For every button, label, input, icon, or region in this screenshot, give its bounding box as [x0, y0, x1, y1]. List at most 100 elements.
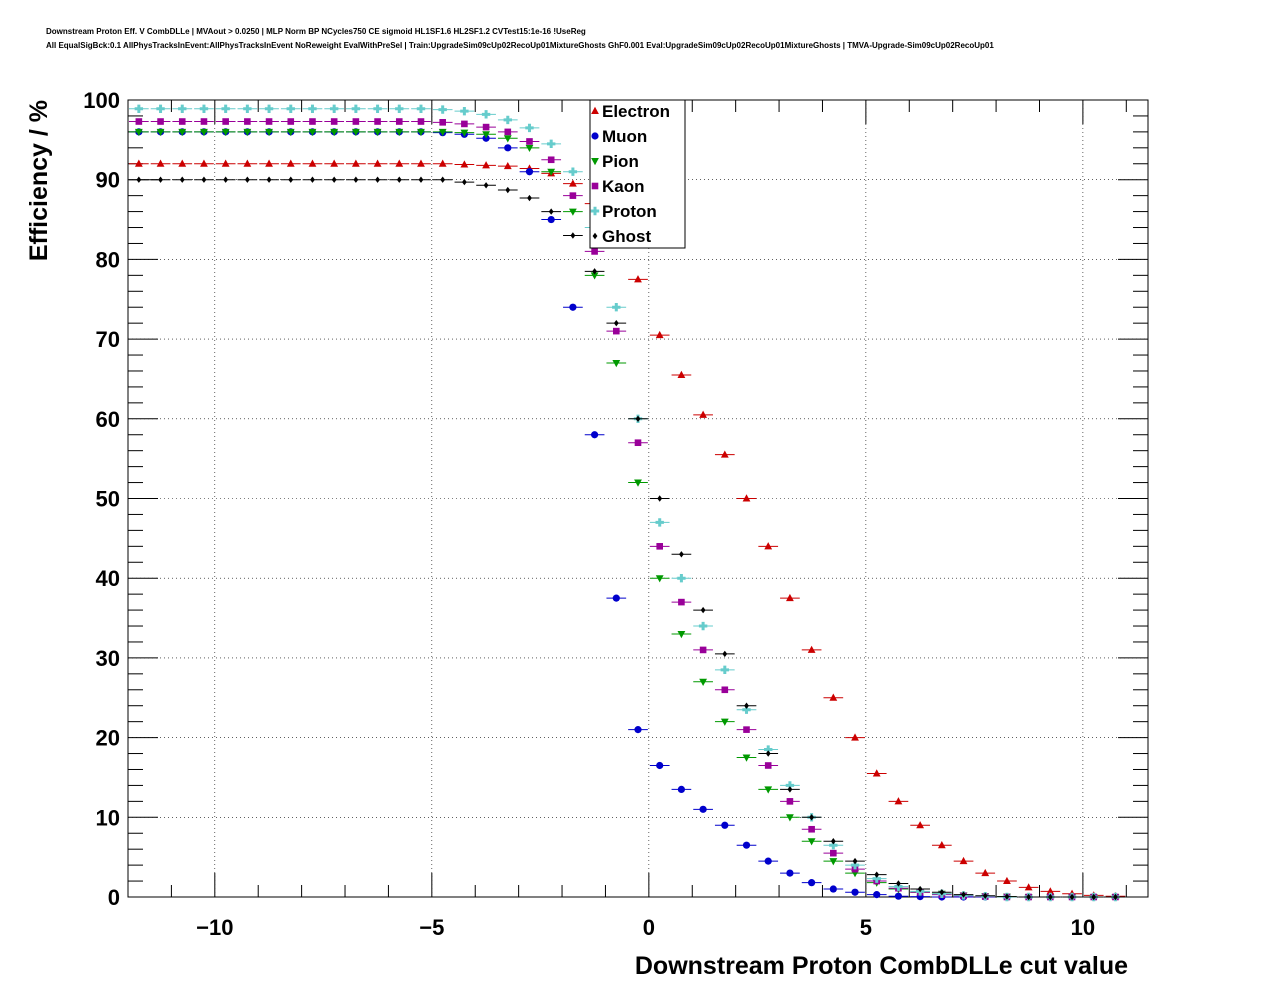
data-point — [525, 123, 534, 133]
data-point — [266, 176, 272, 183]
data-point — [504, 144, 512, 152]
data-point — [568, 208, 577, 216]
x-tick-label: 5 — [860, 915, 872, 940]
data-point — [179, 176, 185, 183]
data-point — [655, 518, 664, 527]
data-point — [851, 733, 859, 741]
data-point — [764, 762, 772, 769]
axis-ticks — [127, 99, 1148, 898]
data-point — [590, 272, 599, 280]
data-point — [178, 128, 187, 137]
data-point — [1026, 893, 1032, 901]
data-point — [243, 159, 252, 167]
data-point — [699, 805, 707, 813]
data-point — [482, 161, 490, 169]
data-point — [764, 745, 773, 754]
data-point — [395, 118, 403, 125]
data-point — [722, 650, 728, 658]
data-point — [417, 128, 425, 137]
series-ghost — [129, 176, 1126, 901]
data-point — [416, 104, 426, 113]
data-point — [395, 128, 404, 137]
data-point — [721, 686, 729, 694]
legend-label: Pion — [602, 152, 639, 171]
y-tick-label: 100 — [83, 88, 120, 113]
data-point — [656, 761, 664, 770]
data-point — [265, 159, 273, 167]
data-point — [656, 543, 664, 550]
data-point — [678, 598, 685, 606]
data-point — [699, 678, 708, 687]
data-point — [286, 128, 295, 137]
data-point — [331, 176, 337, 183]
data-point — [222, 118, 229, 125]
data-point — [373, 159, 382, 167]
legend-label: Proton — [602, 202, 657, 221]
data-point — [352, 118, 360, 125]
data-point — [548, 208, 554, 215]
data-point — [677, 630, 686, 639]
data-point — [829, 885, 837, 893]
data-point — [808, 825, 815, 833]
data-point — [568, 167, 578, 176]
data-point — [807, 838, 816, 846]
data-point — [482, 131, 490, 139]
data-point — [461, 178, 467, 186]
data-point — [808, 879, 816, 887]
data-point — [896, 880, 901, 887]
data-point — [417, 159, 425, 167]
y-tick-label: 0 — [108, 885, 120, 910]
data-point — [830, 849, 837, 857]
data-point — [288, 176, 294, 183]
data-point — [742, 705, 751, 714]
x-tick-label: −10 — [196, 915, 233, 940]
data-point — [679, 551, 684, 558]
data-point — [874, 871, 880, 878]
data-point — [525, 168, 534, 176]
data-point — [982, 892, 988, 900]
data-point — [698, 621, 708, 631]
data-point — [547, 156, 555, 164]
y-tick-label: 80 — [96, 247, 120, 272]
data-point — [200, 128, 208, 137]
data-point — [1069, 893, 1075, 901]
data-point — [200, 118, 208, 125]
data-point — [286, 159, 295, 167]
data-point — [156, 128, 165, 137]
x-axis-title: Downstream Proton CombDLLe cut value — [635, 952, 1128, 980]
data-point — [720, 450, 729, 458]
data-point — [201, 176, 207, 183]
data-point — [917, 885, 923, 893]
data-point — [744, 702, 749, 709]
data-point — [330, 128, 339, 137]
data-point — [1046, 887, 1055, 895]
data-point — [830, 838, 836, 845]
data-point — [742, 841, 751, 849]
x-tick-label: −5 — [419, 915, 444, 940]
data-point — [1091, 893, 1097, 901]
data-point — [438, 105, 447, 114]
data-point — [244, 118, 251, 125]
data-point — [483, 182, 489, 189]
data-point — [308, 104, 317, 113]
data-point — [438, 159, 447, 167]
data-point — [634, 275, 642, 283]
data-point — [417, 118, 425, 125]
data-point — [872, 874, 881, 883]
data-point — [309, 118, 316, 125]
plot-title-line-1: Downstream Proton Eff. V CombDLLe | MVAo… — [46, 27, 586, 36]
data-point — [310, 176, 315, 183]
data-point — [482, 123, 490, 131]
legend-label: Kaon — [602, 177, 645, 196]
data-point — [786, 869, 794, 877]
data-point — [396, 176, 402, 183]
legend-marker — [591, 106, 599, 114]
data-point — [568, 179, 577, 187]
data-point — [829, 840, 838, 850]
data-point — [786, 798, 794, 805]
y-tick-label: 20 — [96, 726, 120, 751]
data-point — [438, 128, 447, 137]
legend-marker — [591, 158, 599, 166]
data-point — [635, 415, 641, 422]
